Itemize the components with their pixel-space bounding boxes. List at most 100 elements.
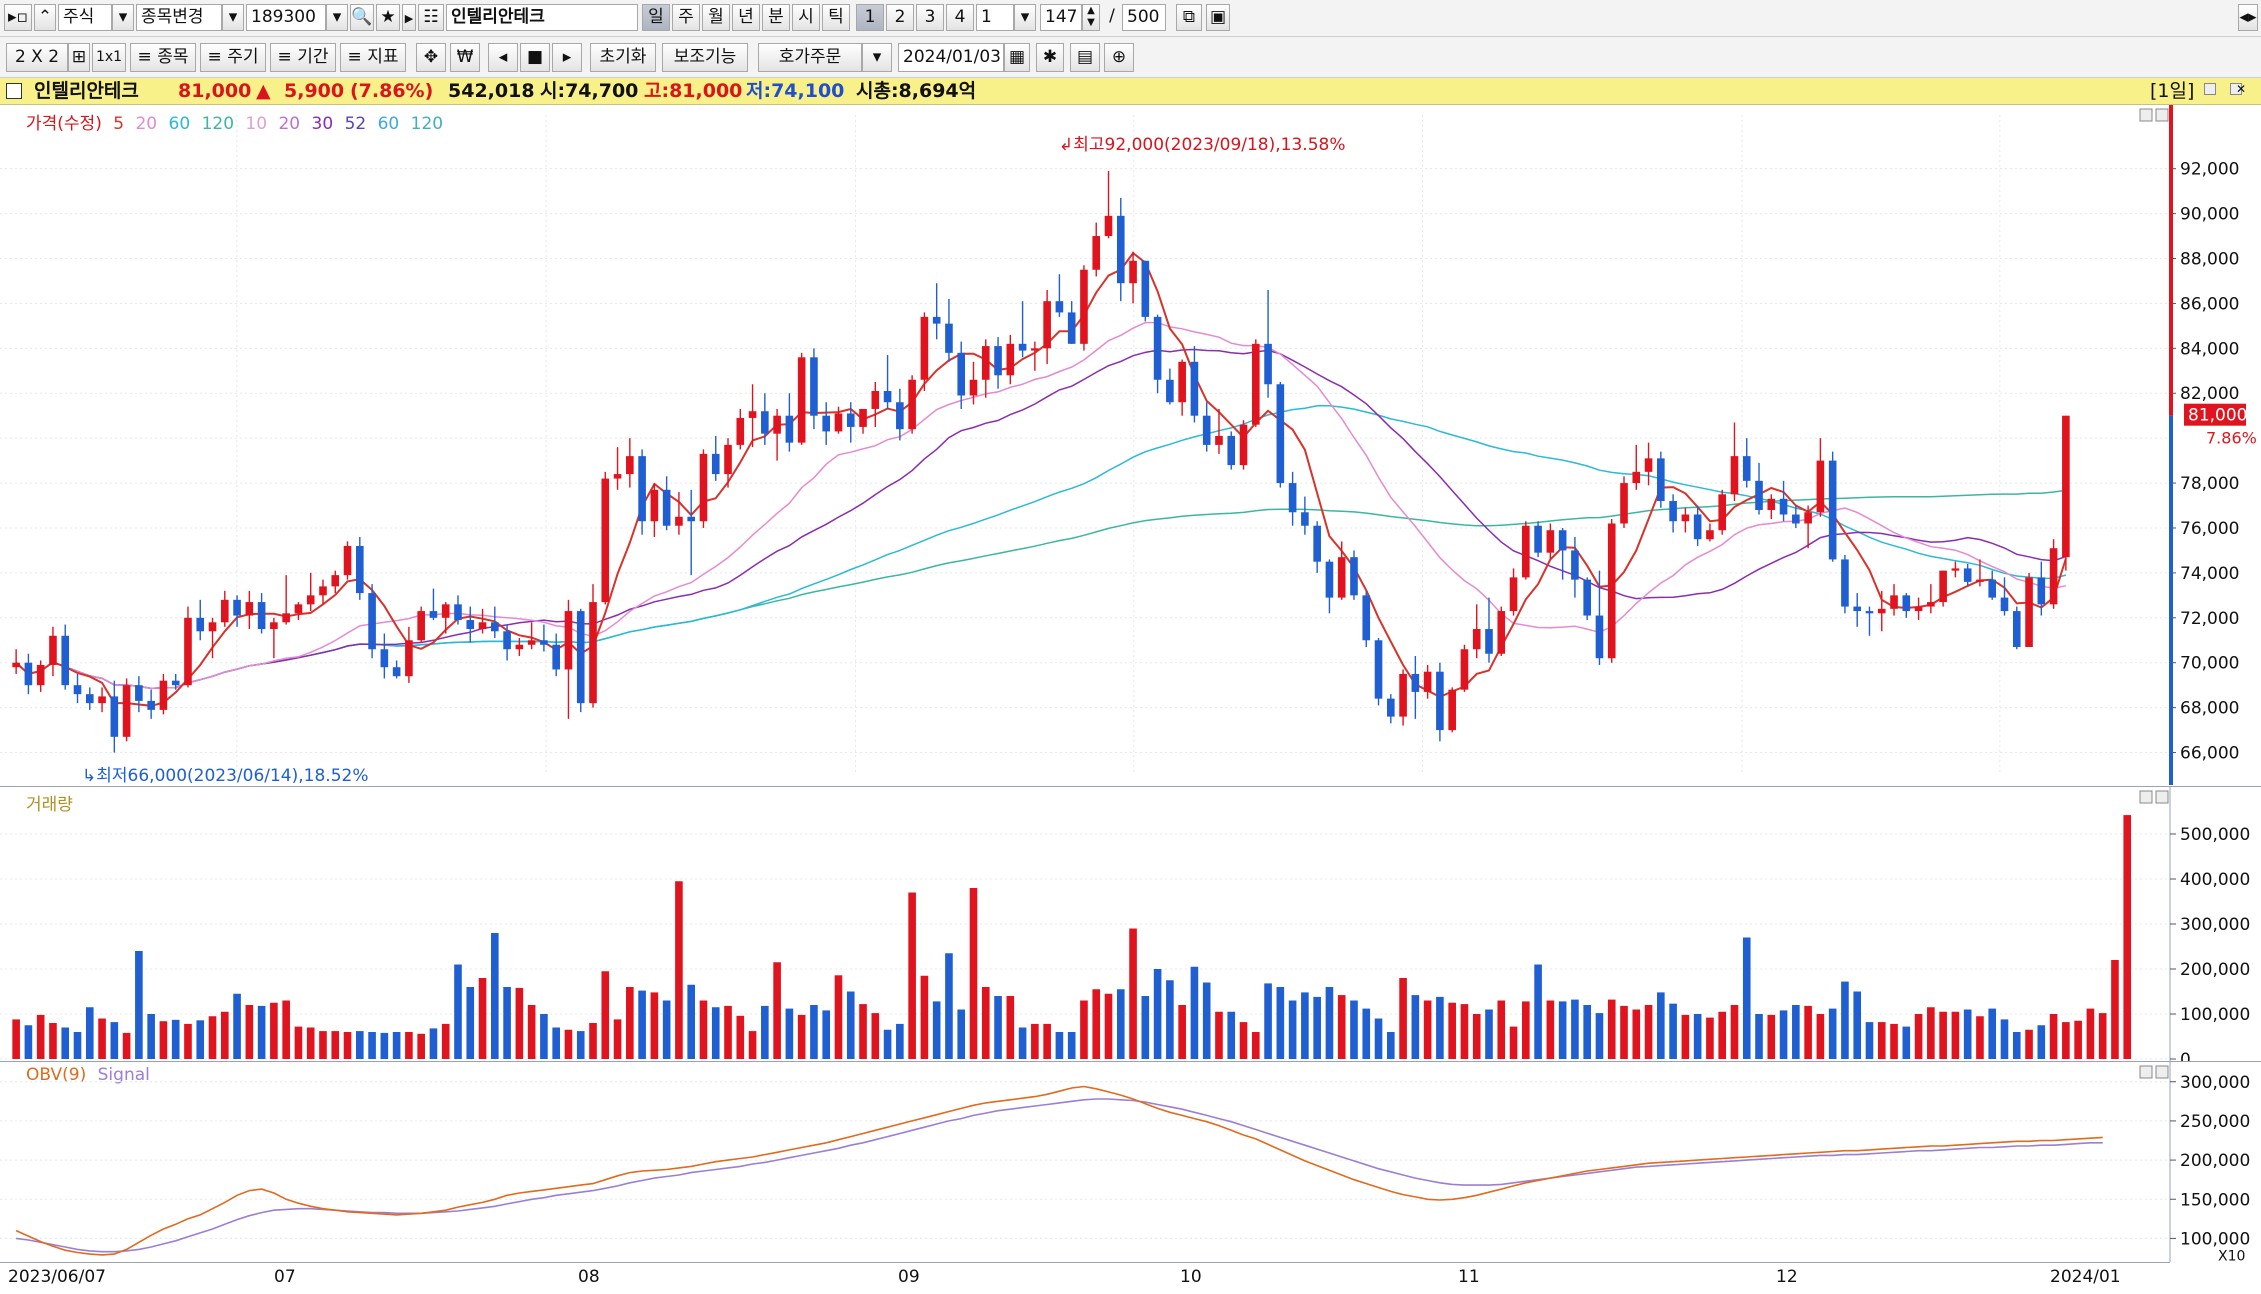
range-button[interactable]: ≡ 기간 bbox=[270, 43, 336, 72]
aux-function-button[interactable]: 보조기능 bbox=[662, 43, 748, 72]
settings-button[interactable]: ✱ bbox=[1036, 43, 1064, 72]
candle-body bbox=[466, 620, 475, 630]
candle-body bbox=[1166, 379, 1174, 403]
change-stock-select[interactable]: 종목변경 bbox=[136, 4, 222, 31]
price-chart[interactable]: 92,000 90,000 88,000 86,000 84,000 82,000 78,0… bbox=[0, 105, 2261, 785]
candle-body bbox=[1706, 530, 1714, 540]
price-axis-label: 88,000 bbox=[2180, 250, 2239, 270]
scroll-right-button[interactable]: ▸ bbox=[552, 43, 582, 72]
change-stock-dropdown-button[interactable]: ▾ bbox=[222, 4, 244, 31]
candle-body bbox=[1092, 236, 1101, 270]
bar-count-spinner[interactable]: ▲ ▼ bbox=[1082, 4, 1100, 31]
won-button[interactable]: ₩ bbox=[450, 43, 480, 72]
volume-axis-label: 300,000 bbox=[2180, 915, 2250, 935]
price-axis-label: 68,000 bbox=[2180, 699, 2239, 719]
volume-bar bbox=[1178, 1005, 1186, 1059]
multiplier-2[interactable]: 2 bbox=[886, 4, 914, 31]
calculator-button[interactable]: ▤ bbox=[1070, 43, 1100, 72]
chevron-up-icon: ⌃ bbox=[37, 7, 53, 27]
period-tab-week[interactable]: 주 bbox=[672, 4, 700, 31]
order-dropdown-button[interactable]: ▾ bbox=[862, 43, 892, 72]
period-tab-day[interactable]: 일 bbox=[642, 4, 670, 31]
bar-count-input[interactable]: 147 bbox=[1040, 4, 1082, 31]
zoom-button[interactable]: ⊕ bbox=[1104, 43, 1134, 72]
volume-bar bbox=[871, 1013, 880, 1059]
layout-2x2-button[interactable]: 2 X 2 bbox=[6, 43, 68, 72]
candle-body bbox=[1718, 494, 1727, 531]
candle-body bbox=[1325, 561, 1334, 598]
panel-toggle-button[interactable]: ▸▫ bbox=[4, 4, 32, 31]
candle-body bbox=[613, 474, 622, 479]
last-price-label: 81,000 bbox=[2188, 406, 2247, 426]
save-button[interactable]: ▣ bbox=[1206, 4, 1230, 31]
candle-body bbox=[957, 352, 966, 396]
close-button[interactable]: ✕ bbox=[2230, 83, 2246, 95]
search-button[interactable]: 🔍 bbox=[350, 4, 374, 31]
volume-bar bbox=[675, 881, 683, 1059]
period-tab-month[interactable]: 월 bbox=[702, 4, 730, 31]
multiplier-input[interactable]: 1 bbox=[976, 4, 1014, 31]
indicator-button[interactable]: ≡ 지표 bbox=[340, 43, 406, 72]
volume-bar bbox=[969, 888, 978, 1059]
volume-bar bbox=[12, 1019, 20, 1059]
reset-button[interactable]: 초기화 bbox=[590, 43, 656, 72]
stock-code-dropdown-button[interactable]: ▾ bbox=[326, 4, 348, 31]
candle-body bbox=[1644, 458, 1653, 472]
candle-body bbox=[908, 379, 916, 430]
move-button[interactable]: ✥ bbox=[416, 43, 446, 72]
panel-toggle-icon: ▸▫ bbox=[7, 7, 29, 27]
stock-list-button[interactable]: ☷ bbox=[418, 4, 444, 31]
date-input[interactable]: 2024/01/03 bbox=[898, 43, 1004, 72]
multiplier-3[interactable]: 3 bbox=[916, 4, 944, 31]
triangle-left-icon: ◂ bbox=[498, 47, 508, 67]
favorite-button[interactable]: ★ bbox=[376, 4, 400, 31]
market-select[interactable]: 주식 bbox=[58, 4, 112, 31]
close-icon: ✕ bbox=[2236, 82, 2247, 96]
scroll-left-button[interactable]: ◂ bbox=[488, 43, 518, 72]
price-axis-label: 82,000 bbox=[2180, 384, 2239, 404]
price-axis-label: 78,000 bbox=[2180, 474, 2239, 494]
volume-chart[interactable]: 500,000 400,000 300,000 200,000 100,000 0 bbox=[0, 787, 2261, 1061]
count-separator: / bbox=[1109, 6, 1115, 26]
legend-ma52: 52 bbox=[344, 114, 367, 134]
order-button[interactable]: 호가주문 bbox=[758, 43, 862, 72]
select-checkbox[interactable] bbox=[6, 83, 22, 99]
obv-axis-label: 250,000 bbox=[2180, 1112, 2250, 1132]
candle-body bbox=[822, 415, 831, 432]
max-count-input[interactable]: 500 bbox=[1122, 4, 1166, 31]
grid-icon-button[interactable]: ⊞ bbox=[68, 43, 90, 72]
market-dropdown-button[interactable]: ▾ bbox=[112, 4, 134, 31]
period-tab-hour[interactable]: 시 bbox=[792, 4, 820, 31]
calendar-button[interactable]: ▦ bbox=[1004, 43, 1030, 72]
multiplier-4[interactable]: 4 bbox=[946, 4, 974, 31]
period-tab-year[interactable]: 년 bbox=[732, 4, 760, 31]
period-tab-minute[interactable]: 분 bbox=[762, 4, 790, 31]
candle-body bbox=[1620, 483, 1628, 524]
new-window-button[interactable]: ⧉ bbox=[1176, 4, 1202, 31]
candle-body bbox=[1902, 595, 1911, 612]
multiplier-1[interactable]: 1 bbox=[856, 4, 884, 31]
maximize-button[interactable] bbox=[2204, 83, 2216, 95]
volume-bar bbox=[1644, 1005, 1653, 1059]
candle-body bbox=[1178, 361, 1186, 403]
volume-bar bbox=[159, 1021, 168, 1059]
period-button[interactable]: ≡ 주기 bbox=[200, 43, 266, 72]
layout-1x1-button[interactable]: 1x1 bbox=[92, 43, 126, 72]
stock-button[interactable]: ≡ 종목 bbox=[130, 43, 196, 72]
volume-bar bbox=[2025, 1029, 2033, 1059]
volume-bar bbox=[368, 1032, 376, 1059]
candle-body bbox=[748, 411, 757, 418]
multiplier-dropdown-button[interactable]: ▾ bbox=[1014, 4, 1036, 31]
collapse-button[interactable]: ⌃ bbox=[34, 4, 56, 31]
candle-body bbox=[355, 545, 364, 594]
next-stock-button[interactable]: ▶ bbox=[402, 4, 416, 31]
stop-button[interactable]: ■ bbox=[520, 43, 550, 72]
volume-bar bbox=[1681, 1014, 1690, 1059]
candle-body bbox=[1890, 595, 1898, 609]
stock-code-input[interactable]: 189300 bbox=[246, 4, 326, 31]
volume-bar bbox=[920, 975, 929, 1059]
window-arrow-button[interactable]: ◂▸ bbox=[2238, 4, 2258, 31]
volume-bar bbox=[1693, 1014, 1702, 1059]
period-tab-tick[interactable]: 틱 bbox=[822, 4, 850, 31]
